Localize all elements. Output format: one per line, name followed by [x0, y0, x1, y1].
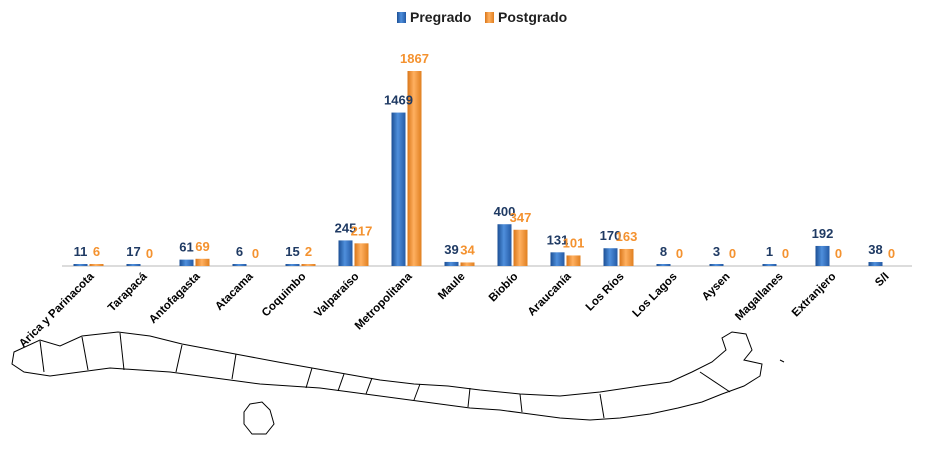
value-label-pregrado-maule: 39	[444, 242, 458, 257]
category-label-valparaiso: Valparaíso	[312, 271, 361, 320]
value-label-pregrado-los-rios: 170	[600, 228, 622, 243]
bar-postgrado-metropolitana	[407, 71, 422, 266]
bar-pregrado-los-rios	[603, 248, 618, 266]
bar-postgrado-los-rios	[619, 248, 634, 266]
bar-pregrado-extranjero	[815, 245, 830, 266]
chart-legend: Pregrado Postgrado	[397, 9, 567, 25]
bar-postgrado-biobio	[513, 229, 528, 266]
category-label-biobio: Biobío	[487, 271, 521, 305]
value-label-postgrado-atacama: 0	[252, 246, 259, 261]
value-label-postgrado-magallanes: 0	[782, 246, 789, 261]
value-label-pregrado-biobio: 400	[494, 204, 516, 219]
value-label-postgrado-los-lagos: 0	[676, 246, 683, 261]
category-label-extranjero: Extranjero	[790, 271, 839, 320]
bar-postgrado-arica-y-parinacota	[89, 264, 104, 266]
bars-layer	[73, 71, 883, 266]
bar-pregrado-araucania	[550, 252, 565, 266]
bar-postgrado-araucania	[566, 255, 581, 266]
value-label-postgrado-tarapaca: 0	[146, 246, 153, 261]
legend-swatch-pregrado	[397, 12, 406, 23]
value-label-postgrado-los-rios: 163	[616, 229, 638, 244]
bar-postgrado-valparaiso	[354, 243, 369, 266]
category-label-metropolitana: Metropolitana	[353, 270, 415, 332]
bar-pregrado-arica-y-parinacota	[73, 264, 88, 266]
bar-pregrado-aysen	[709, 264, 724, 266]
bar-pregrado-tarapaca	[126, 264, 141, 266]
value-label-pregrado-extranjero: 192	[812, 226, 834, 241]
value-label-postgrado-araucania: 101	[563, 235, 585, 250]
category-label-magallanes: Magallanes	[733, 271, 785, 323]
bar-pregrado-biobio	[497, 224, 512, 266]
value-label-pregrado-los-lagos: 8	[660, 244, 667, 259]
chile-map-icon	[11, 331, 785, 435]
bar-pregrado-metropolitana	[391, 112, 406, 266]
bar-postgrado-coquimbo	[301, 264, 316, 266]
value-label-postgrado-extranjero: 0	[835, 246, 842, 261]
bar-pregrado-magallanes	[762, 264, 777, 266]
value-label-pregrado-s-i: 38	[868, 242, 882, 257]
category-label-maule: Maule	[436, 271, 468, 303]
bar-postgrado-antofagasta	[195, 258, 210, 266]
value-label-pregrado-araucania: 131	[547, 232, 569, 247]
category-label-tarapaca: Tarapacá	[106, 270, 150, 314]
value-label-pregrado-magallanes: 1	[766, 244, 773, 259]
value-label-pregrado-arica-y-parinacota: 11	[74, 244, 88, 259]
category-label-s-i: S/I	[873, 271, 891, 289]
value-label-pregrado-coquimbo: 15	[285, 244, 299, 259]
value-label-postgrado-valparaiso: 217	[351, 223, 373, 238]
value-label-pregrado-antofagasta: 61	[179, 240, 193, 255]
value-label-pregrado-tarapaca: 17	[126, 244, 140, 259]
value-label-pregrado-valparaiso: 245	[335, 220, 357, 235]
bar-pregrado-atacama	[232, 264, 247, 266]
value-label-pregrado-metropolitana: 1469	[384, 93, 413, 108]
legend-label-postgrado: Postgrado	[498, 9, 567, 25]
value-label-postgrado-coquimbo: 2	[305, 244, 312, 259]
bar-pregrado-los-lagos	[656, 264, 671, 266]
value-label-postgrado-metropolitana: 1867	[400, 51, 429, 66]
legend-swatch-postgrado	[485, 12, 494, 23]
bar-pregrado-maule	[444, 261, 459, 266]
value-label-postgrado-aysen: 0	[729, 246, 736, 261]
value-label-postgrado-antofagasta: 69	[195, 239, 209, 254]
legend-label-pregrado: Pregrado	[410, 9, 471, 25]
bar-postgrado-maule	[460, 262, 475, 266]
value-label-postgrado-arica-y-parinacota: 6	[93, 244, 100, 259]
bar-pregrado-antofagasta	[179, 259, 194, 266]
category-label-los-rios: Los Ríos	[584, 271, 627, 314]
category-label-antofagasta: Antofagasta	[147, 270, 203, 326]
bar-pregrado-s-i	[868, 262, 883, 266]
category-label-los-lagos: Los Lagos	[630, 271, 679, 320]
value-label-pregrado-aysen: 3	[713, 244, 720, 259]
value-label-postgrado-s-i: 0	[888, 246, 895, 261]
category-label-aysen: Aysen	[700, 271, 733, 304]
bar-pregrado-coquimbo	[285, 264, 300, 266]
value-label-postgrado-maule: 34	[460, 242, 475, 257]
value-label-postgrado-biobio: 347	[510, 210, 532, 225]
bar-pregrado-valparaiso	[338, 240, 353, 266]
value-label-pregrado-atacama: 6	[236, 244, 243, 259]
category-label-arica-y-parinacota: Arica y Parinacota	[17, 270, 97, 350]
category-label-atacama: Atacama	[213, 270, 256, 313]
category-label-araucania: Araucanía	[526, 270, 574, 318]
category-label-coquimbo: Coquimbo	[260, 271, 309, 320]
